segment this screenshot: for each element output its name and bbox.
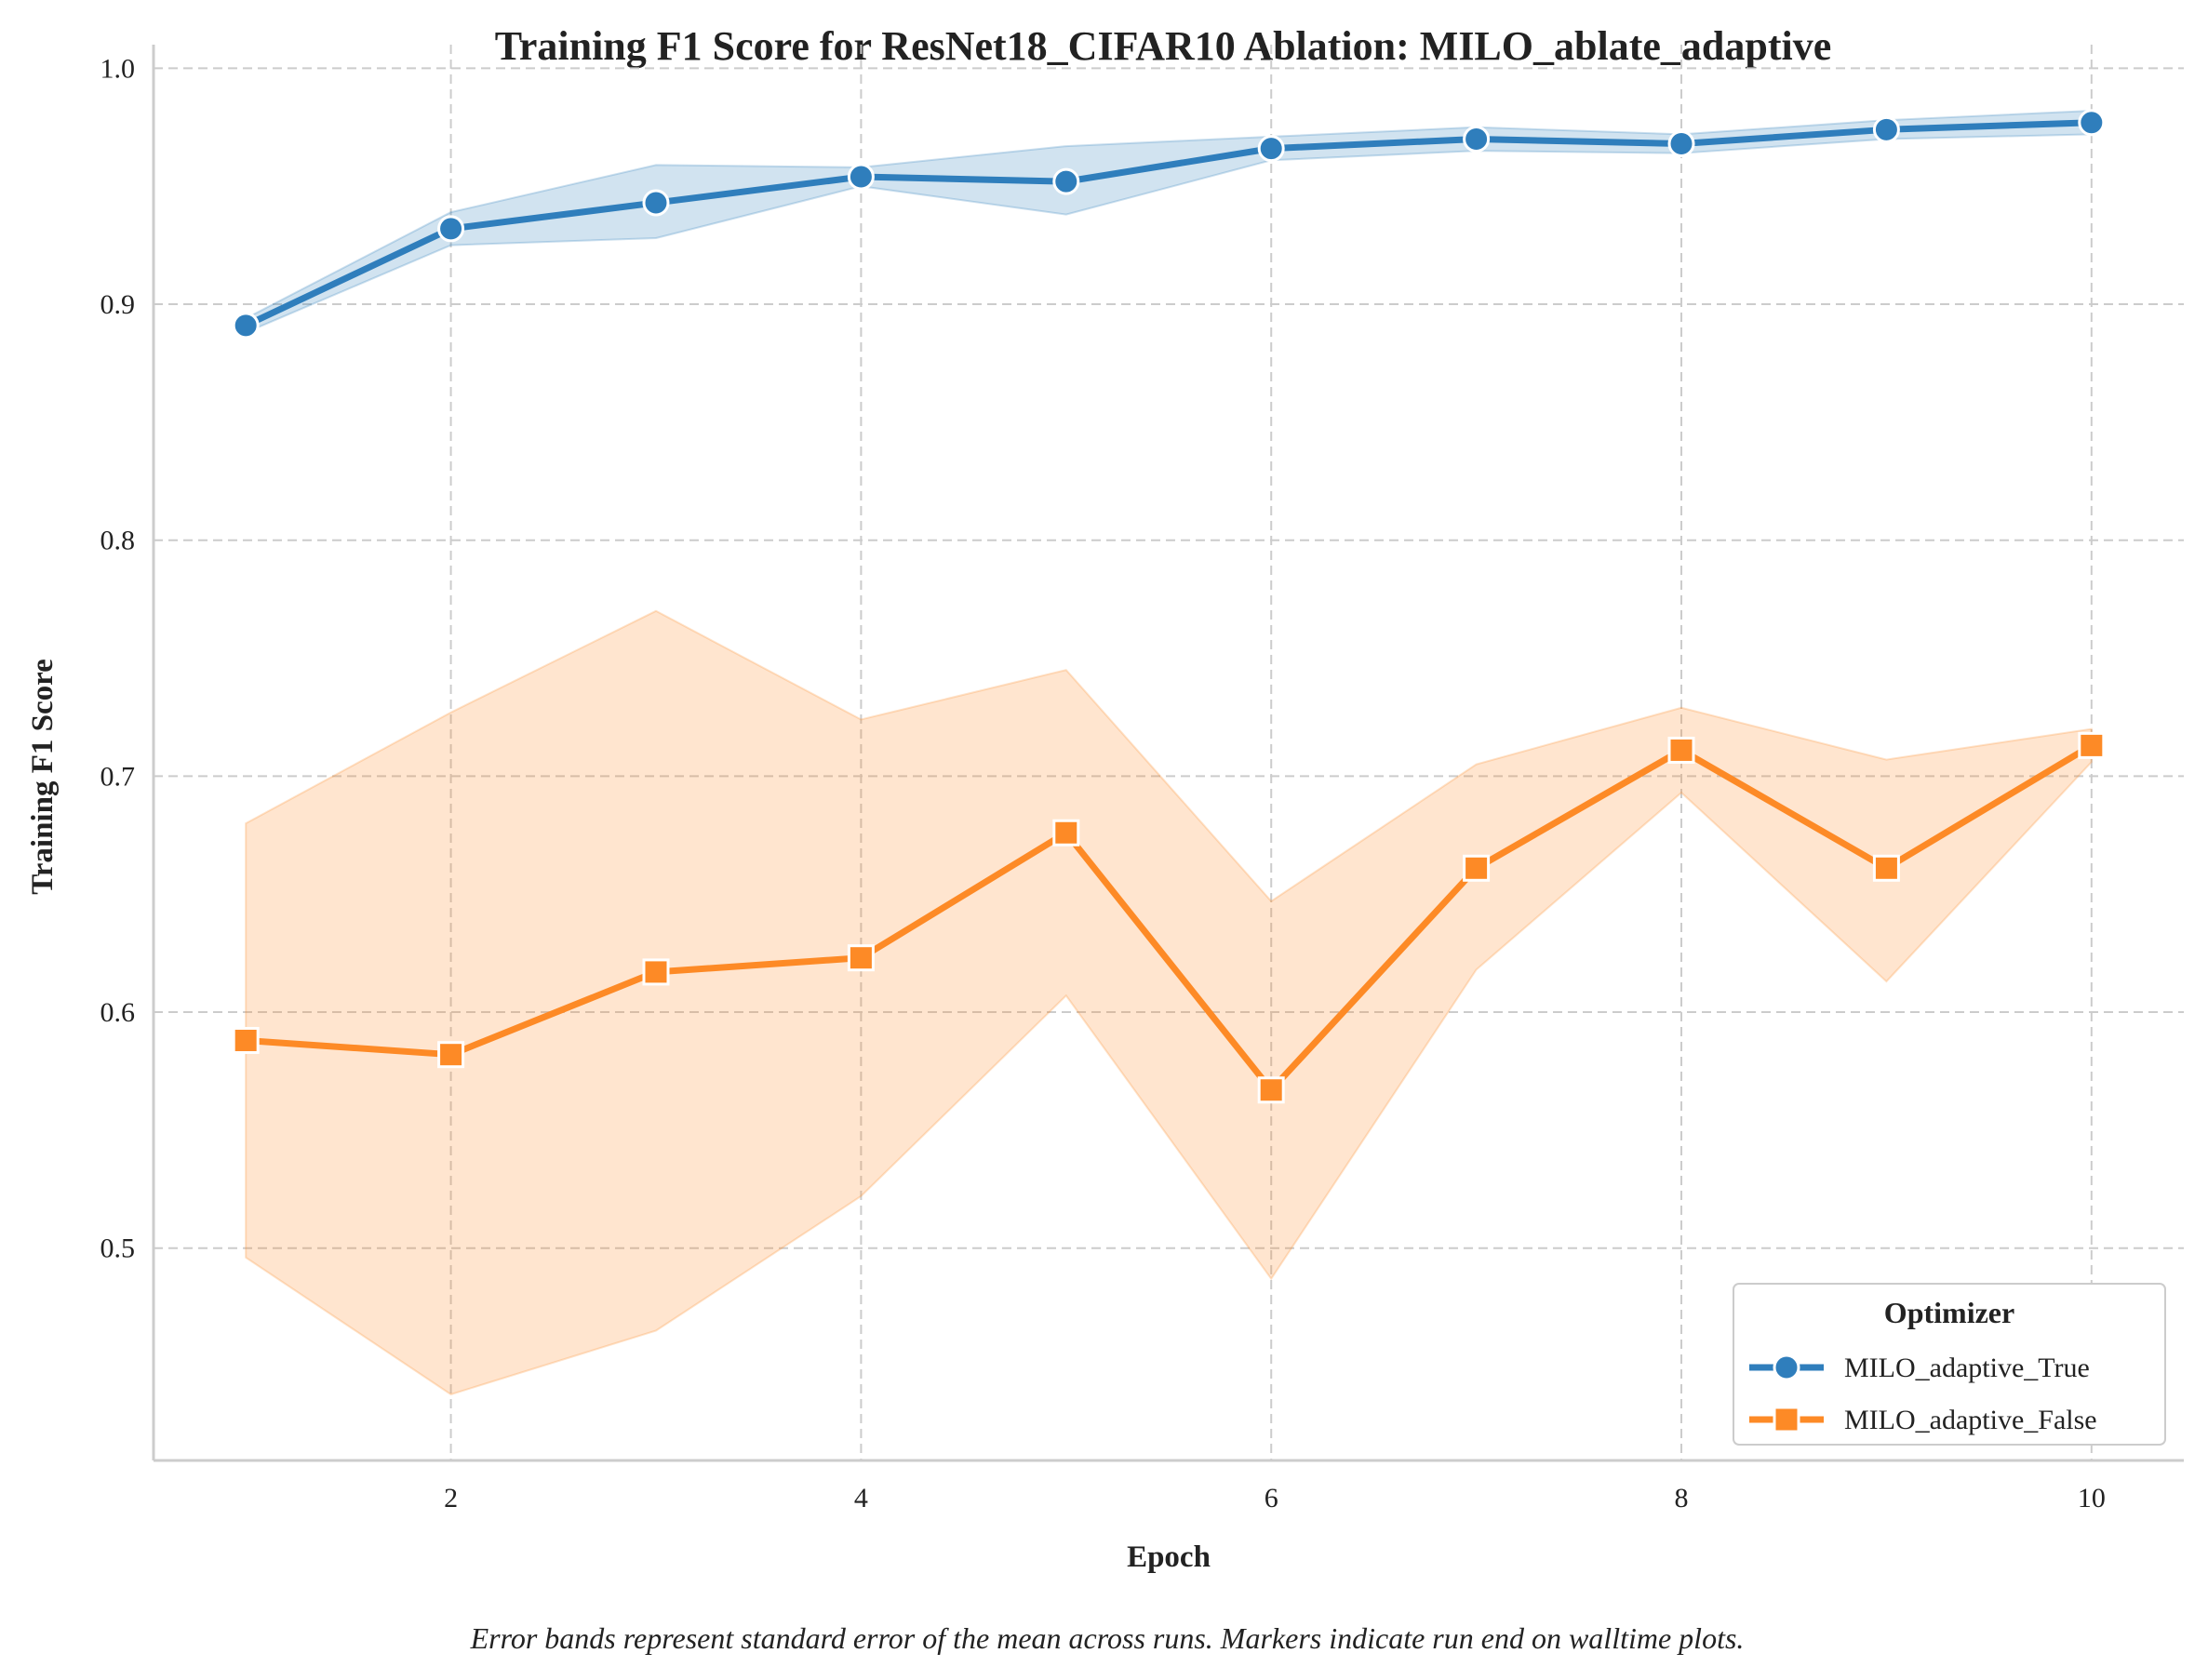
y-tick-label: 0.5: [100, 1233, 136, 1264]
data-point: [847, 944, 875, 972]
y-tick-label: 1.0: [100, 53, 136, 84]
x-tick-label: 10: [2078, 1483, 2106, 1513]
y-tick-label: 0.6: [100, 997, 136, 1028]
data-point: [642, 958, 670, 986]
data-point: [847, 163, 875, 191]
error-bands: [245, 109, 2093, 1396]
legend-label: MILO_adaptive_True: [1844, 1353, 2090, 1383]
y-tick-label: 0.9: [100, 289, 136, 320]
series-markers: [232, 109, 2106, 1104]
x-axis-label: Epoch: [1127, 1540, 1211, 1574]
legend-entry: MILO_adaptive_True: [1749, 1353, 2090, 1383]
y-tick-labels: 0.5 0.6 0.7 0.8 0.9 1.0: [100, 53, 136, 1263]
y-tick-label: 0.7: [100, 761, 136, 792]
x-tick-label: 8: [1675, 1483, 1689, 1513]
legend-marker: [1773, 1406, 1800, 1433]
legend-title: Optimizer: [1884, 1296, 2014, 1329]
series-line: [242, 741, 2095, 1094]
legend-marker: [1773, 1353, 1800, 1381]
data-point: [232, 312, 260, 340]
data-point: [1667, 130, 1695, 158]
chart-caption: Error bands represent standard error of …: [470, 1621, 1745, 1655]
legend: Optimizer MILO_adaptive_TrueMILO_adaptiv…: [1733, 1283, 2166, 1446]
x-tick-label: 4: [854, 1483, 868, 1513]
series-lines: [242, 119, 2095, 1094]
axes-spines: [152, 45, 2184, 1462]
legend-entry: MILO_adaptive_False: [1749, 1405, 2097, 1435]
series-line: [242, 119, 2095, 329]
x-tick-label: 2: [444, 1483, 458, 1513]
data-point: [437, 1041, 465, 1069]
data-point: [1463, 854, 1491, 882]
data-point: [232, 1026, 260, 1054]
data-point: [1872, 115, 1900, 143]
x-tick-labels: 2 4 6 8 10: [444, 1483, 2106, 1513]
data-point: [1463, 125, 1491, 153]
x-tick-label: 6: [1265, 1483, 1278, 1513]
data-point: [1257, 1076, 1285, 1104]
data-point: [437, 215, 465, 243]
data-point: [1052, 819, 1080, 847]
y-tick-label: 0.8: [100, 526, 136, 556]
legend-entries: MILO_adaptive_True MILO_adaptive_False: [1749, 1353, 2097, 1435]
error-band: [245, 609, 2093, 1396]
legend-frame: [1733, 1283, 2166, 1446]
legend-label: MILO_adaptive_False: [1844, 1405, 2097, 1435]
data-point: [642, 189, 670, 217]
data-point: [1052, 167, 1080, 195]
data-point: [2078, 731, 2106, 759]
data-point: [2078, 109, 2106, 137]
chart-title: Training F1 Score for ResNet18_CIFAR10 A…: [495, 23, 1831, 69]
data-point: [1667, 736, 1695, 764]
data-point: [1872, 854, 1900, 882]
data-point: [1257, 135, 1285, 163]
y-axis-label: Training F1 Score: [26, 659, 60, 895]
